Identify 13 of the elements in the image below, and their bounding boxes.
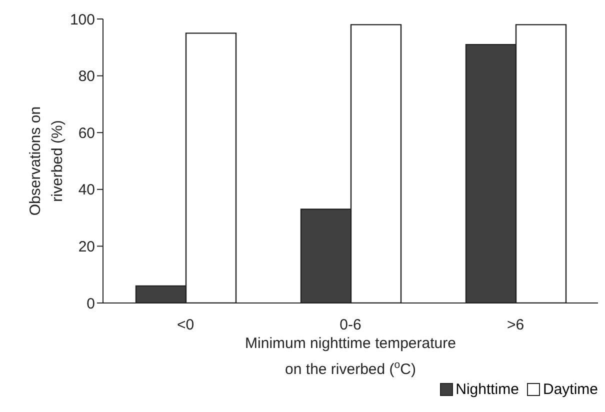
x-tick-label: <0 — [176, 316, 194, 334]
y-tick-label: 100 — [70, 11, 95, 28]
y-tick-label: 20 — [78, 238, 95, 256]
y-tick-label: 0 — [86, 295, 95, 312]
x-axis-title: Minimum nighttime temperature on the riverbed ($^{o}$C) — [245, 335, 456, 378]
legend-label: Daytime — [542, 381, 598, 398]
x-tick-label: >6 — [506, 316, 524, 334]
y-tick-label: 40 — [78, 182, 95, 199]
y-tick-label: 60 — [78, 124, 95, 142]
y-tick-label: 80 — [78, 68, 95, 86]
y-axis-title: Observations on riverbed (%) — [27, 106, 66, 216]
legend-label: Nighttime — [456, 381, 519, 398]
x-tick-label: 0-6 — [340, 316, 362, 334]
